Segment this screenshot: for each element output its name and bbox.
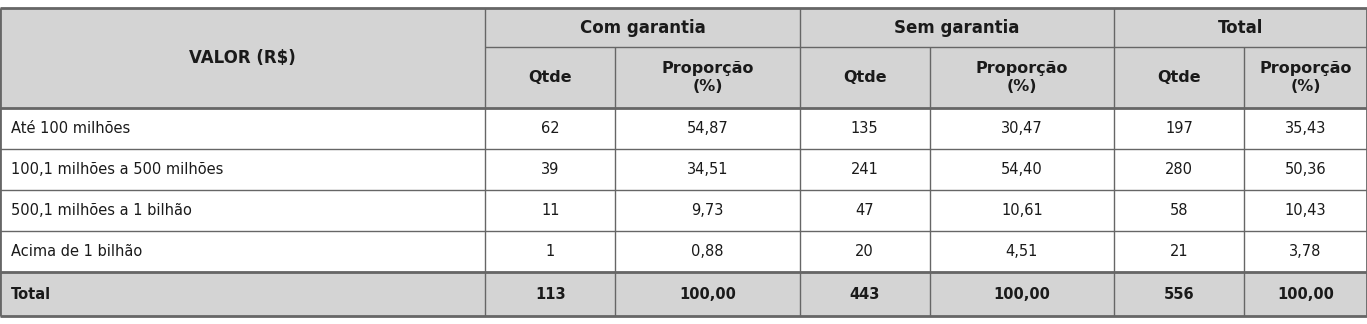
Text: 443: 443 [849, 287, 880, 302]
Text: 556: 556 [1163, 287, 1195, 302]
Bar [0, 8, 485, 108]
Text: 50,36: 50,36 [1285, 162, 1326, 177]
Text: 47: 47 [856, 203, 874, 218]
Text: 58: 58 [1170, 203, 1188, 218]
Text: 21: 21 [1170, 244, 1188, 259]
Text: 10,61: 10,61 [1001, 203, 1043, 218]
Text: 1: 1 [545, 244, 555, 259]
Text: Qtde: Qtde [529, 70, 571, 85]
Text: Até 100 milhões: Até 100 milhões [11, 121, 130, 136]
Text: 113: 113 [534, 287, 566, 302]
Text: 135: 135 [850, 121, 879, 136]
Text: 10,43: 10,43 [1285, 203, 1326, 218]
Text: Qtde: Qtde [1158, 70, 1200, 85]
Text: 4,51: 4,51 [1006, 244, 1038, 259]
Text: Qtde: Qtde [843, 70, 886, 85]
Text: 20: 20 [856, 244, 874, 259]
Text: Proporção
(%): Proporção (%) [1259, 61, 1352, 94]
Text: 100,1 milhões a 500 milhões: 100,1 milhões a 500 milhões [11, 162, 223, 177]
Text: VALOR (R$): VALOR (R$) [189, 49, 297, 67]
Text: 280: 280 [1165, 162, 1193, 177]
Bar [485, 8, 1367, 47]
Text: 100,00: 100,00 [679, 287, 735, 302]
Text: Acima de 1 bilhão: Acima de 1 bilhão [11, 244, 142, 259]
Text: 500,1 milhões a 1 bilhão: 500,1 milhões a 1 bilhão [11, 203, 191, 218]
Text: 54,87: 54,87 [686, 121, 729, 136]
Bar [0, 272, 1367, 316]
Text: Total: Total [1218, 18, 1263, 37]
Text: 62: 62 [541, 121, 559, 136]
Text: 9,73: 9,73 [692, 203, 723, 218]
Text: Com garantia: Com garantia [580, 18, 705, 37]
Text: 39: 39 [541, 162, 559, 177]
Text: Total: Total [11, 287, 51, 302]
Text: Sem garantia: Sem garantia [894, 18, 1020, 37]
Text: Proporção
(%): Proporção (%) [976, 61, 1068, 94]
Text: 197: 197 [1165, 121, 1193, 136]
Text: 0,88: 0,88 [692, 244, 723, 259]
Text: 3,78: 3,78 [1289, 244, 1322, 259]
Bar [485, 47, 1367, 108]
Text: 35,43: 35,43 [1285, 121, 1326, 136]
Text: 54,40: 54,40 [1001, 162, 1043, 177]
Text: 100,00: 100,00 [994, 287, 1050, 302]
Text: 241: 241 [850, 162, 879, 177]
Text: 30,47: 30,47 [1001, 121, 1043, 136]
Text: Proporção
(%): Proporção (%) [662, 61, 753, 94]
Text: 34,51: 34,51 [686, 162, 729, 177]
Text: 100,00: 100,00 [1277, 287, 1334, 302]
Text: 11: 11 [541, 203, 559, 218]
